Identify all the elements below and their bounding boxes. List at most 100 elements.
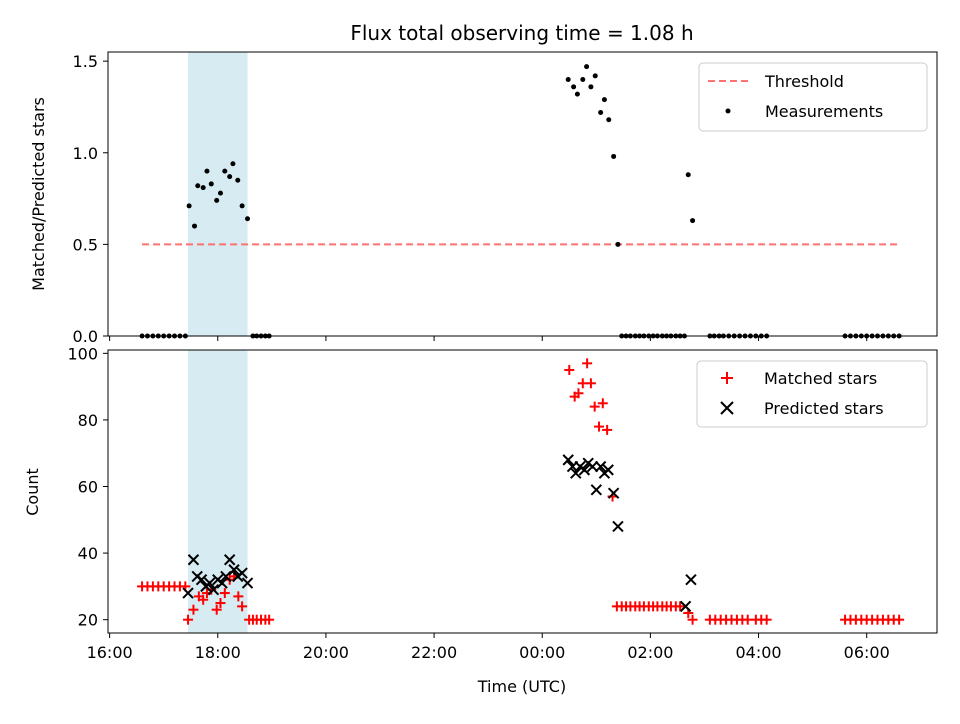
x-tick-label: 06:00	[844, 643, 890, 662]
predicted-star-point	[182, 587, 194, 599]
predicted-star-point	[241, 577, 254, 589]
ratio-legend: Threshold Measurements	[698, 62, 928, 132]
measurement-point	[615, 241, 621, 247]
ratio-y-tick-label: 1.0	[73, 144, 98, 163]
x-tick-label: 00:00	[519, 643, 565, 662]
measurement-point	[685, 172, 691, 178]
measurement-point	[690, 218, 696, 224]
ratio-y-tick-label: 0.0	[73, 327, 98, 346]
measurement-point	[208, 181, 214, 187]
measurement-point	[186, 203, 192, 209]
matched-star-point	[582, 358, 593, 369]
ratio-y-tick-label: 0.5	[73, 235, 98, 254]
x-tick-label: 20:00	[303, 643, 349, 662]
count-y-tick-label: 60	[78, 478, 98, 497]
ratio-panel: 0.0 0.5 1.0 1.5 Matched/Predicted stars Thr…	[29, 51, 938, 346]
measurement-point	[214, 197, 220, 203]
x-tick-label: 04:00	[735, 643, 781, 662]
predicted-star-point	[203, 577, 216, 589]
measurement-point	[611, 153, 617, 159]
predicted-star-point	[216, 577, 228, 589]
matched-star-point	[594, 421, 605, 432]
count-y-axis-label: Count	[23, 468, 42, 516]
measurement-point	[195, 183, 201, 189]
predicted-star-point	[602, 464, 614, 476]
measurement-point	[200, 185, 206, 191]
measurement-point	[574, 91, 580, 97]
figure-title: Flux total observing time = 1.08 h	[350, 21, 693, 45]
predicted-star-point	[607, 487, 620, 499]
legend-matched-label: Matched stars	[764, 369, 877, 388]
predicted-star-point	[590, 484, 603, 496]
matched-star-point	[894, 614, 905, 625]
matched-star-point	[183, 614, 194, 625]
predicted-star-point	[570, 467, 582, 479]
matched-star-point	[219, 588, 230, 599]
measurement-point	[222, 168, 228, 174]
legend-matched-swatch	[721, 372, 733, 384]
matched-star-point	[233, 591, 244, 602]
matched-star-point	[589, 401, 600, 412]
measurement-point	[580, 76, 586, 82]
measurement-point	[217, 190, 223, 196]
measurement-point	[192, 223, 198, 229]
x-tick-label: 18:00	[195, 643, 241, 662]
matched-star-point	[264, 614, 275, 625]
count-y-tick-label: 40	[78, 544, 98, 563]
measurement-point	[235, 177, 241, 183]
count-legend: Matched stars Predicted stars	[696, 360, 928, 428]
predicted-star-point	[236, 567, 248, 579]
count-y-tick-label: 80	[78, 411, 98, 430]
count-y-tick-label: 100	[67, 344, 98, 363]
x-tick-label: 22:00	[411, 643, 457, 662]
measurement-point	[601, 97, 607, 103]
matched-star-point	[211, 604, 222, 615]
predicted-star-point	[187, 554, 200, 566]
measurement-point	[245, 216, 251, 222]
measurement-point	[598, 109, 604, 115]
legend-threshold-label: Threshold	[764, 72, 844, 91]
predicted-star-point	[685, 574, 697, 586]
legend-predicted-label: Predicted stars	[764, 399, 884, 418]
legend-measurements-label: Measurements	[765, 102, 883, 121]
measurement-point	[230, 161, 236, 167]
count-plot-frame	[107, 349, 938, 634]
predicted-star-point	[223, 554, 236, 566]
predicted-star-point	[586, 460, 599, 473]
matched-star-point	[198, 594, 209, 605]
predicted-star-point	[679, 600, 692, 613]
matched-star-point	[573, 388, 584, 399]
predicted-star-point	[578, 464, 591, 476]
measurement-point	[592, 73, 598, 79]
measurement-point	[565, 76, 571, 82]
legend-measurements-swatch	[725, 108, 731, 114]
count-panel: 20 40 60 80 100 16:00 18:00 20:00 22:00 00:00 02:…	[23, 344, 938, 696]
measurement-point	[204, 168, 210, 174]
matched-star-point	[687, 614, 698, 625]
ratio-y-tick-label: 1.5	[73, 52, 98, 71]
predicted-star-point	[612, 520, 624, 533]
predicted-star-point	[594, 460, 607, 473]
predicted-star-point	[195, 574, 208, 586]
x-axis-label: Time (UTC)	[477, 677, 566, 696]
ratio-shaded-span	[188, 52, 248, 336]
x-tick-label: 02:00	[627, 643, 673, 662]
predicted-star-point	[220, 570, 232, 583]
matched-star-point	[761, 614, 772, 625]
matched-star-point	[215, 598, 226, 609]
predicted-star-point	[228, 564, 240, 576]
matched-star-point	[585, 378, 596, 389]
matched-star-point	[564, 364, 575, 375]
count-shaded-span	[188, 350, 248, 633]
matched-star-point	[237, 601, 248, 612]
measurement-point	[606, 117, 612, 123]
matched-star-point	[602, 424, 613, 435]
measurement-point	[584, 64, 590, 70]
ratio-y-axis-label: Matched/Predicted stars	[29, 97, 48, 291]
legend-predicted-swatch	[720, 401, 734, 415]
measurement-point	[571, 84, 577, 90]
matched-star-point	[188, 604, 199, 615]
predicted-star-point	[207, 584, 220, 596]
measurement-point	[588, 84, 594, 90]
